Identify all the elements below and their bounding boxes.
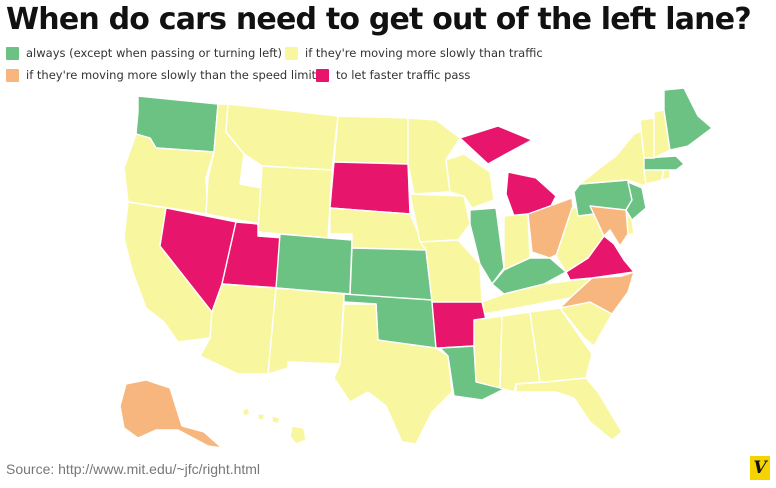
state-mississippi [473, 315, 503, 389]
state-south-dakota [329, 161, 411, 215]
state-north-dakota [333, 115, 409, 165]
state-iowa [409, 193, 471, 243]
state-oregon [123, 133, 215, 215]
map-title: When do cars need to get out of the left… [6, 2, 752, 37]
legend-label-always: always (except when passing or turning l… [26, 46, 283, 60]
state-alaska [119, 379, 223, 449]
legend-label-slower-than-traffic: if they're moving more slowly than traff… [305, 46, 543, 60]
legend-label-slower-than-speed-limit: if they're moving more slowly than the s… [26, 68, 317, 82]
state-north-carolina [559, 271, 635, 315]
legend-item-let-faster-pass: to let faster traffic pass [316, 66, 470, 84]
state-texas [333, 303, 453, 445]
state-kansas [349, 247, 433, 301]
state-new-mexico [267, 287, 345, 375]
state-hawaii [241, 407, 307, 445]
state-colorado [275, 233, 353, 295]
source-note: Source: http://www.mit.edu/~jfc/right.ht… [6, 461, 261, 477]
us-states-map [119, 88, 713, 449]
publisher-logo: V [750, 456, 770, 480]
state-florida [515, 377, 623, 441]
legend-item-slower-than-traffic: if they're moving more slowly than traff… [285, 44, 543, 62]
state-maine [663, 88, 713, 151]
legend: always (except when passing or turning l… [6, 44, 770, 88]
state-wisconsin [445, 153, 495, 209]
legend-swatch-slower-than-traffic [285, 46, 298, 60]
legend-item-always: always (except when passing or turning l… [6, 44, 282, 62]
legend-swatch-slower-than-speed-limit [6, 68, 19, 82]
state-massachusetts [643, 155, 685, 171]
legend-label-let-faster-pass: to let faster traffic pass [336, 68, 471, 82]
state-wyoming [257, 165, 333, 239]
legend-swatch-always [6, 46, 19, 60]
legend-swatch-let-faster-pass [316, 68, 329, 82]
legend-item-slower-than-speed-limit: if they're moving more slowly than the s… [6, 66, 316, 84]
state-maryland [589, 205, 629, 247]
